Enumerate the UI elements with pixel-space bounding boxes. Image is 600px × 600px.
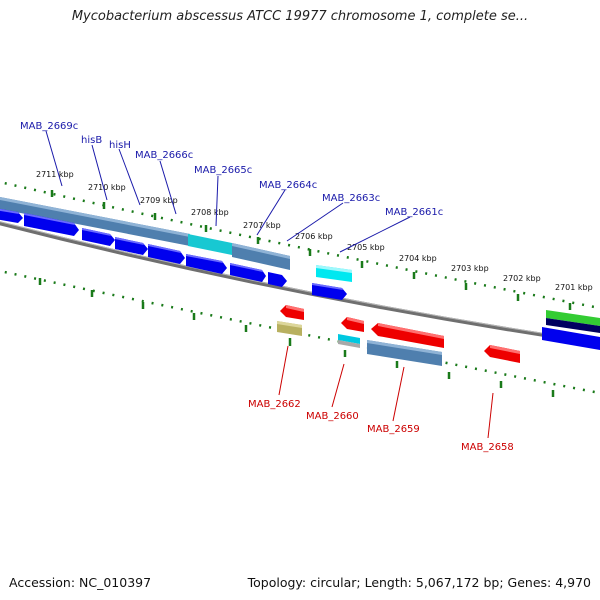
gene-arrow <box>82 228 115 246</box>
tick-labels: 2711 kbp 2710 kbp 2709 kbp 2708 kbp 2707… <box>36 170 593 292</box>
gene-feature <box>338 334 360 344</box>
map-title: Mycobacterium abscessus ATCC 19977 chrom… <box>71 9 529 24</box>
gene-label[interactable]: MAB_2669c <box>20 121 78 132</box>
reverse-genes-highlight <box>277 305 520 355</box>
gene-label[interactable]: MAB_2662 <box>248 399 301 410</box>
tick-label: 2702 kbp <box>503 274 541 283</box>
gene-arrow <box>115 237 148 255</box>
tick-label: 2708 kbp <box>191 208 229 217</box>
forward-gene-labels: MAB_2669c hisB hisH MAB_2666c MAB_2665c … <box>20 121 443 218</box>
tick-label: 2710 kbp <box>88 183 126 192</box>
tick-label: 2706 kbp <box>295 232 333 241</box>
chromosome-backbone <box>0 221 600 346</box>
gene-feature-highlight <box>232 243 290 259</box>
gene-arrow <box>268 272 287 287</box>
gene-feature <box>338 340 360 348</box>
gene-arrow <box>542 327 600 350</box>
accession-text: Accession: NC_010397 <box>9 575 152 590</box>
gene-feature[interactable] <box>0 196 190 246</box>
gene-label[interactable]: MAB_2664c <box>259 180 317 191</box>
reverse-gene-labels: MAB_2662 MAB_2660 MAB_2659 MAB_2658 <box>248 399 514 453</box>
gene-feature[interactable] <box>546 318 600 333</box>
forward-major-ticks <box>50 190 572 310</box>
gene-label[interactable]: MAB_2665c <box>194 165 252 176</box>
tick-label: 2701 kbp <box>555 283 593 292</box>
tick-label: 2703 kbp <box>451 264 489 273</box>
gene-label[interactable]: MAB_2660 <box>306 411 359 422</box>
gene-label[interactable]: MAB_2658 <box>461 442 514 453</box>
gene-arrow <box>312 283 347 300</box>
gene-label[interactable]: hisH <box>109 140 131 151</box>
tick-label: 2704 kbp <box>399 254 437 263</box>
gene-arrow <box>230 263 266 282</box>
gene-feature-highlight <box>0 196 190 237</box>
tick-label: 2705 kbp <box>347 243 385 252</box>
gene-arrow <box>186 254 227 274</box>
gene-label[interactable]: MAB_2659 <box>367 424 420 435</box>
tick-label: 2711 kbp <box>36 170 74 179</box>
gene-label[interactable]: hisB <box>81 135 102 146</box>
reverse-label-leaders <box>278 345 494 439</box>
gene-feature[interactable] <box>546 310 600 326</box>
gene-label[interactable]: MAB_2663c <box>322 193 380 204</box>
tick-label: 2707 kbp <box>243 221 281 230</box>
reverse-major-ticks <box>38 278 555 397</box>
tick-label: 2709 kbp <box>140 196 178 205</box>
forward-genes[interactable] <box>0 208 600 350</box>
gene-feature <box>367 340 442 366</box>
gene-arrow <box>148 244 185 264</box>
gene-feature[interactable] <box>232 243 290 270</box>
gene-feature-highlight <box>316 265 352 273</box>
gene-label[interactable]: MAB_2666c <box>135 150 193 161</box>
forward-label-leaders <box>45 130 411 253</box>
topology-text: Topology: circular; Length: 5,067,172 bp… <box>247 575 591 590</box>
reverse-genes[interactable] <box>277 305 520 366</box>
gene-label[interactable]: MAB_2661c <box>385 207 443 218</box>
forward-genes-highlight <box>0 208 343 290</box>
gene-feature[interactable] <box>188 234 232 255</box>
gene-arrow <box>371 323 444 348</box>
gene-arrow <box>24 213 79 236</box>
chromosome-backbone-highlight <box>0 221 600 343</box>
